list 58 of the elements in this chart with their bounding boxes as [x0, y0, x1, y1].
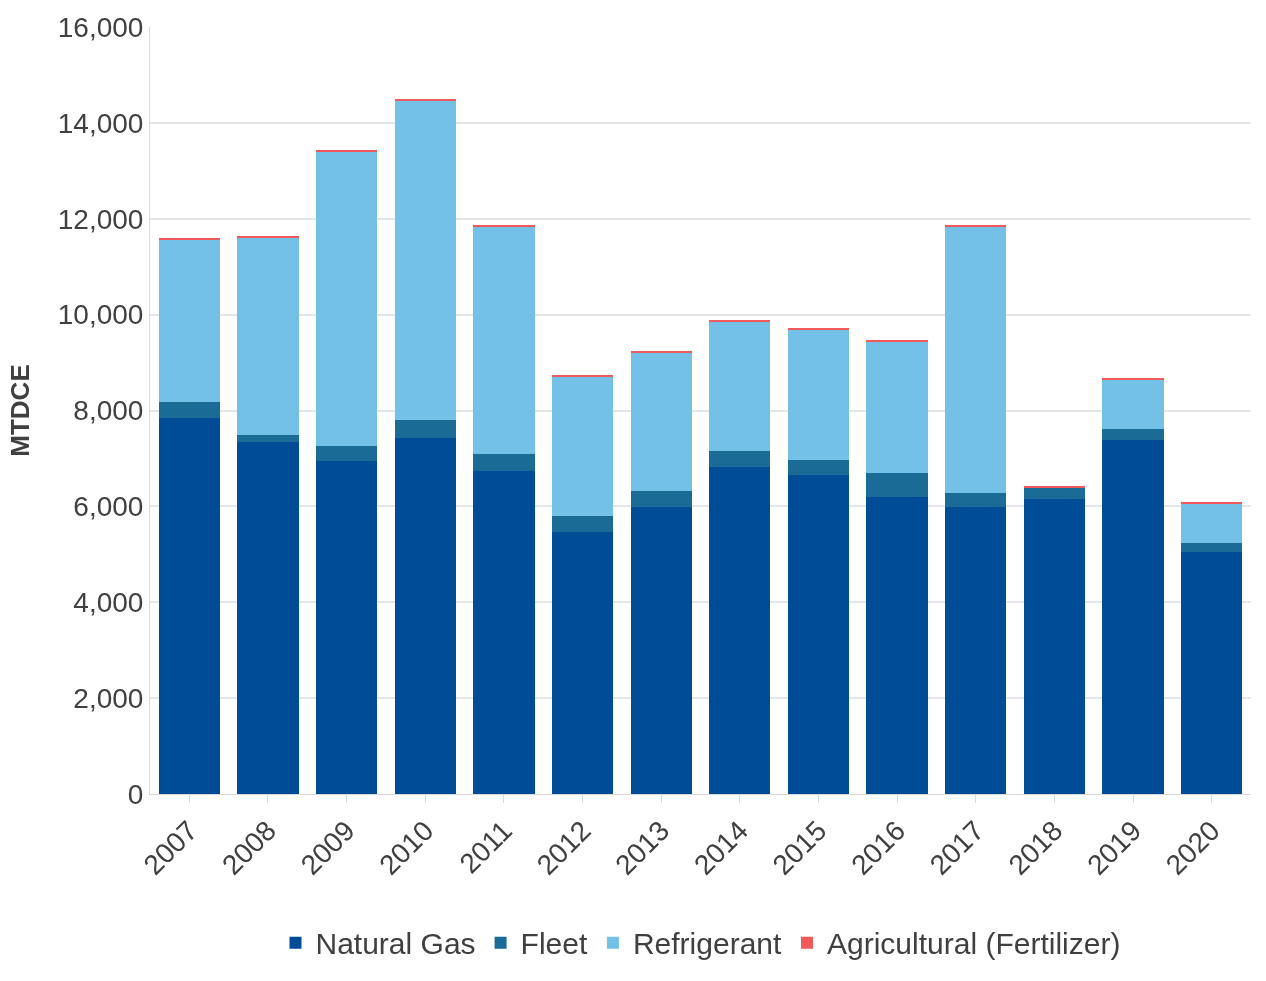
bar — [709, 451, 771, 468]
bar — [551, 531, 614, 794]
bar — [787, 474, 850, 794]
bar — [237, 237, 299, 436]
bar — [866, 341, 928, 473]
y-tick-label: 10,000 — [57, 299, 144, 331]
bar — [945, 507, 1007, 794]
bar — [945, 224, 1007, 227]
bar — [630, 352, 692, 491]
legend-label: Fleet — [520, 927, 588, 961]
bar — [866, 497, 928, 794]
y-axis-title: MTDCE — [5, 364, 36, 457]
y-tick-label: 2,000 — [73, 682, 144, 714]
bar — [394, 100, 456, 420]
bar — [315, 460, 378, 794]
bar — [315, 151, 378, 447]
bar — [945, 493, 1007, 508]
legend-label: Natural Gas — [315, 927, 476, 961]
bar — [394, 438, 456, 794]
bar — [1102, 428, 1164, 441]
bar — [1023, 487, 1086, 500]
y-tick-label: 0 — [127, 778, 144, 810]
legend-label: Agricultural (Fertilizer) — [827, 927, 1121, 961]
bar — [237, 442, 299, 794]
y-tick-label: 12,000 — [57, 203, 144, 235]
y-tick-label: 8,000 — [73, 395, 144, 427]
bar — [945, 226, 1007, 494]
bar — [394, 98, 456, 101]
bar — [551, 515, 614, 532]
bar — [1102, 379, 1164, 429]
bar — [473, 470, 535, 794]
bar — [787, 459, 850, 475]
bar — [787, 329, 850, 460]
bar — [1181, 543, 1243, 553]
bar — [1102, 440, 1164, 794]
bar — [709, 467, 771, 794]
y-tick-label: 14,000 — [57, 107, 144, 139]
bar — [394, 419, 456, 439]
bar — [158, 401, 220, 418]
bar — [630, 507, 692, 794]
bar — [158, 417, 220, 794]
bar — [473, 224, 535, 227]
bar — [1181, 503, 1243, 544]
bar — [473, 454, 535, 471]
bar — [158, 239, 220, 402]
bar — [709, 321, 771, 452]
y-tick-label: 4,000 — [73, 587, 144, 619]
bar — [1023, 499, 1086, 794]
bar — [866, 472, 928, 498]
bar — [473, 226, 535, 455]
legend-label: Refrigerant — [632, 927, 783, 961]
bar — [237, 435, 299, 443]
bar — [1181, 552, 1243, 794]
bar — [551, 376, 614, 516]
bar — [630, 490, 692, 508]
bar — [315, 446, 378, 461]
y-tick-label: 16,000 — [57, 11, 144, 43]
y-tick-label: 6,000 — [73, 491, 144, 523]
